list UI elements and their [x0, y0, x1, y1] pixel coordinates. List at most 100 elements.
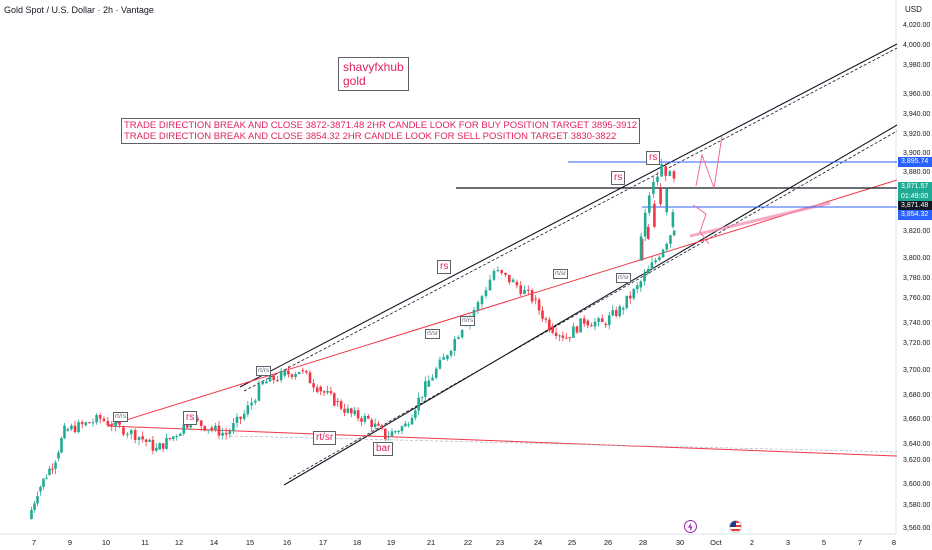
candle-body — [639, 236, 643, 260]
candle-body — [639, 281, 643, 288]
candle-body — [593, 321, 597, 327]
candle-body — [57, 452, 60, 459]
candle-body — [544, 318, 548, 320]
candle-body — [141, 436, 144, 440]
candle-body — [290, 374, 294, 377]
candle-body — [308, 372, 312, 384]
candle-body — [500, 270, 503, 273]
candle-body — [265, 381, 268, 384]
candle-body — [339, 401, 343, 409]
candle-body — [427, 380, 431, 387]
candle-body — [515, 282, 519, 286]
candle-body — [45, 477, 48, 479]
candle-body — [287, 370, 290, 375]
annotation-rs: rs — [437, 260, 452, 274]
candle-body — [400, 426, 404, 432]
y-tick-label: 3,940.00 — [903, 111, 931, 118]
candle-body — [460, 330, 464, 338]
annotation-rs: rs — [183, 411, 198, 425]
candle-body — [410, 417, 414, 425]
y-tick-label: 3,580.00 — [903, 502, 931, 509]
candle-body — [397, 431, 400, 433]
candle-body — [363, 416, 367, 422]
price-tag: 3,871.57 — [898, 182, 932, 192]
candle-body — [442, 357, 445, 360]
candle-body — [305, 370, 308, 373]
candle-body — [80, 422, 84, 425]
price-tag: 3,895.74 — [898, 157, 932, 167]
candle-body — [611, 310, 615, 316]
y-tick-label: 3,620.00 — [903, 457, 931, 464]
y-tick-label: 3,820.00 — [903, 228, 931, 235]
candle-body — [297, 372, 301, 375]
x-tick-label: Oct — [710, 538, 722, 547]
candle-body — [607, 315, 611, 326]
annotation-rs: rs — [646, 151, 661, 165]
candle-body — [30, 509, 33, 519]
candle-body — [424, 381, 427, 397]
candle-body — [654, 260, 657, 263]
candle-body — [664, 166, 668, 176]
candle-body — [39, 486, 42, 492]
x-tick-label: 26 — [603, 538, 613, 547]
trade-note-sell: TRADE DIRECTION BREAK AND CLOSE 3854.32 … — [124, 131, 617, 142]
candle-body — [319, 386, 322, 392]
x-tick-label: 21 — [426, 538, 436, 547]
candle-body — [42, 478, 45, 487]
candle-body — [625, 295, 629, 308]
price-tag: 3,854.32 — [898, 210, 932, 220]
candle-body — [534, 298, 537, 300]
candle-body — [394, 431, 397, 433]
candle-body — [668, 171, 672, 176]
candle-body — [155, 447, 158, 451]
candle-body — [652, 181, 655, 194]
candle-body — [228, 431, 232, 435]
candle-body — [508, 274, 511, 283]
price-tag: 01:49:00 — [898, 192, 932, 202]
y-tick-label: 3,760.00 — [903, 295, 931, 302]
candle-body — [671, 212, 675, 227]
candle-body — [568, 337, 572, 339]
candle-body — [114, 420, 117, 427]
chart-title: Gold Spot / U.S. Dollar · 2h · Vantage — [4, 5, 154, 15]
candle-body — [579, 318, 582, 333]
tradingview-event-icon[interactable] — [684, 520, 697, 533]
candle-body — [126, 434, 129, 436]
candle-body — [527, 289, 530, 291]
brand-label: shavyfxhub gold — [338, 57, 409, 91]
candle-body — [504, 272, 507, 275]
x-tick-label: 18 — [352, 538, 362, 547]
us-flag-icon[interactable] — [729, 520, 742, 533]
annotation-rt-rs: rt/rs — [460, 316, 476, 326]
y-tick-label: 3,740.00 — [903, 320, 931, 327]
x-tick-label: 12 — [174, 538, 184, 547]
candle-body — [476, 302, 480, 311]
candle-body — [199, 420, 203, 426]
falling-trendline — [106, 425, 898, 457]
candle-body — [377, 423, 380, 426]
candle-body — [70, 425, 73, 430]
candle-body — [203, 425, 207, 431]
candle-body — [178, 433, 182, 436]
y-tick-label: 3,660.00 — [903, 416, 931, 423]
candle-body — [453, 338, 457, 351]
candle-body — [66, 429, 70, 431]
candle-body — [660, 164, 663, 177]
candle-body — [257, 384, 261, 401]
candle-body — [356, 410, 360, 419]
candle-body — [283, 370, 287, 376]
candle-body — [165, 437, 168, 449]
candle-body — [669, 235, 672, 244]
channel-lower-line — [283, 124, 898, 486]
candle-body — [168, 437, 172, 440]
projection-up — [695, 135, 723, 189]
candle-body — [548, 319, 551, 331]
candle-body — [492, 271, 496, 280]
candle-body — [658, 257, 661, 260]
candle-body — [172, 436, 175, 440]
candle-body — [346, 408, 350, 413]
currency-label: USD — [905, 5, 922, 14]
candle-body — [561, 335, 565, 338]
candle-body — [558, 335, 561, 337]
